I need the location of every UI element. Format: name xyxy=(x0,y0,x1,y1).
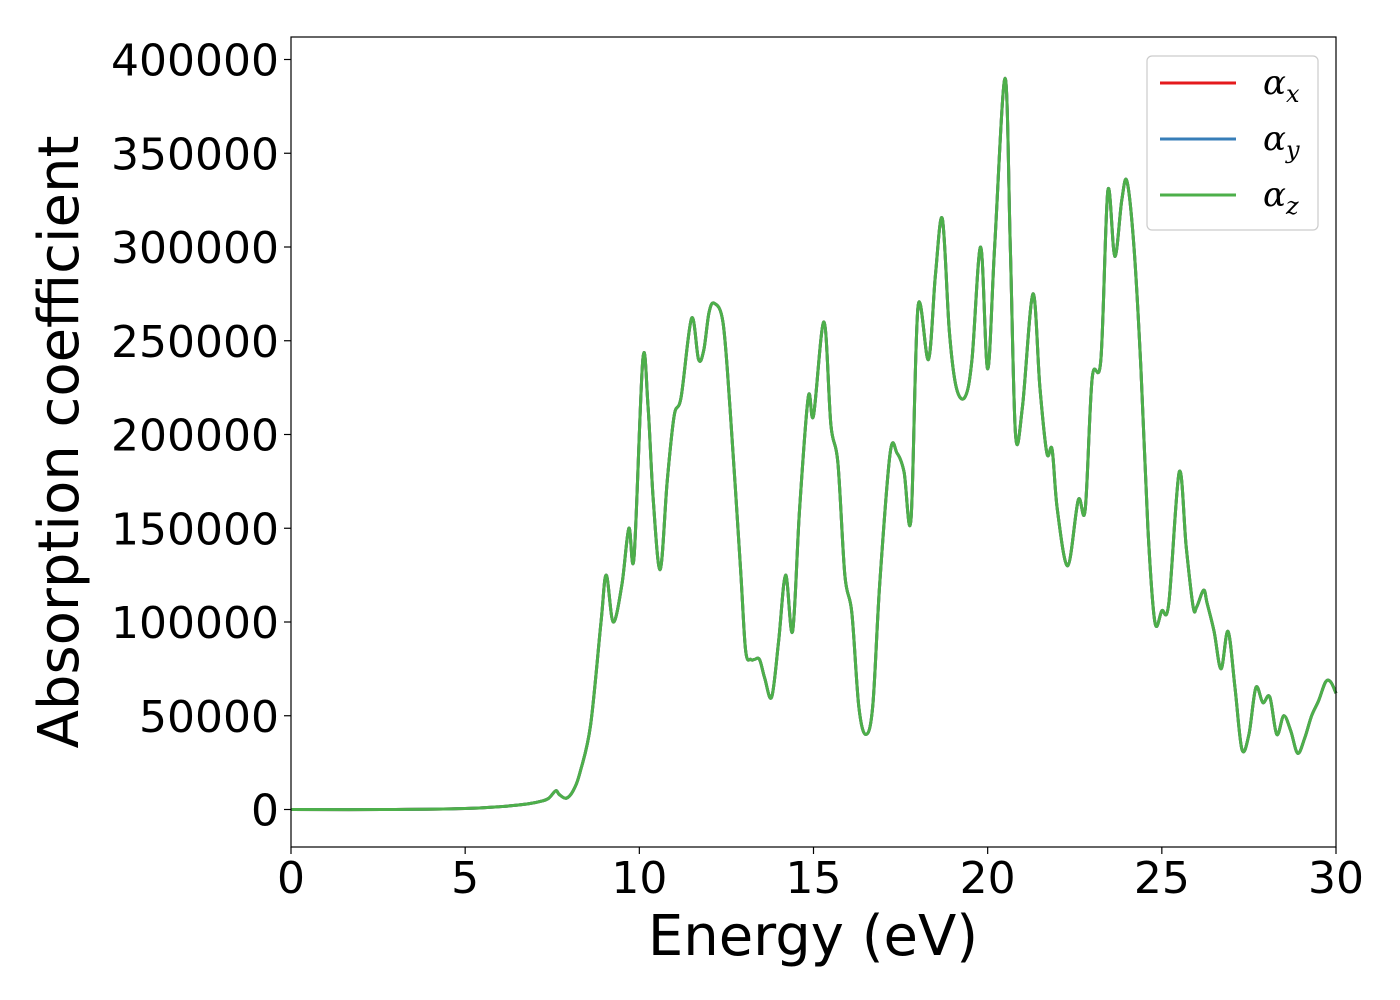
legend-box xyxy=(1146,55,1319,231)
legend-label-alpha-z: αz xyxy=(1263,175,1299,220)
x-tick-label: 15 xyxy=(786,853,842,904)
legend-label-alpha-x: αx xyxy=(1263,63,1300,108)
series-layer xyxy=(290,76,1338,812)
x-tick-label: 20 xyxy=(960,853,1016,904)
x-axis-label: Energy (eV) xyxy=(648,904,978,969)
legend: αx αy αz xyxy=(1146,55,1319,231)
y-tick-label: 50000 xyxy=(139,692,279,743)
y-tick-label: 350000 xyxy=(111,129,279,180)
y-tick-label: 150000 xyxy=(111,504,279,555)
y-tick-label: 300000 xyxy=(111,223,279,274)
x-tick-label: 0 xyxy=(277,853,305,904)
x-tick-label: 25 xyxy=(1134,853,1190,904)
y-tick-label: 100000 xyxy=(111,598,279,649)
y-tick-label: 400000 xyxy=(111,36,279,87)
x-tick-label: 30 xyxy=(1308,853,1364,904)
y-tick-label: 200000 xyxy=(111,411,279,462)
y-tick-label: 250000 xyxy=(111,317,279,368)
legend-label-alpha-y: αy xyxy=(1263,119,1300,164)
x-ticks: 0 5 10 15 20 25 30 xyxy=(277,847,1364,904)
x-tick-label: 5 xyxy=(451,853,479,904)
x-tick-label: 10 xyxy=(611,853,667,904)
y-tick-label: 0 xyxy=(251,786,279,837)
y-ticks: 0 50000 100000 150000 200000 250000 300000 3500… xyxy=(111,36,291,837)
series-line-alpha-z xyxy=(290,76,1338,812)
y-axis-label: Absorption coefficient xyxy=(27,136,92,749)
